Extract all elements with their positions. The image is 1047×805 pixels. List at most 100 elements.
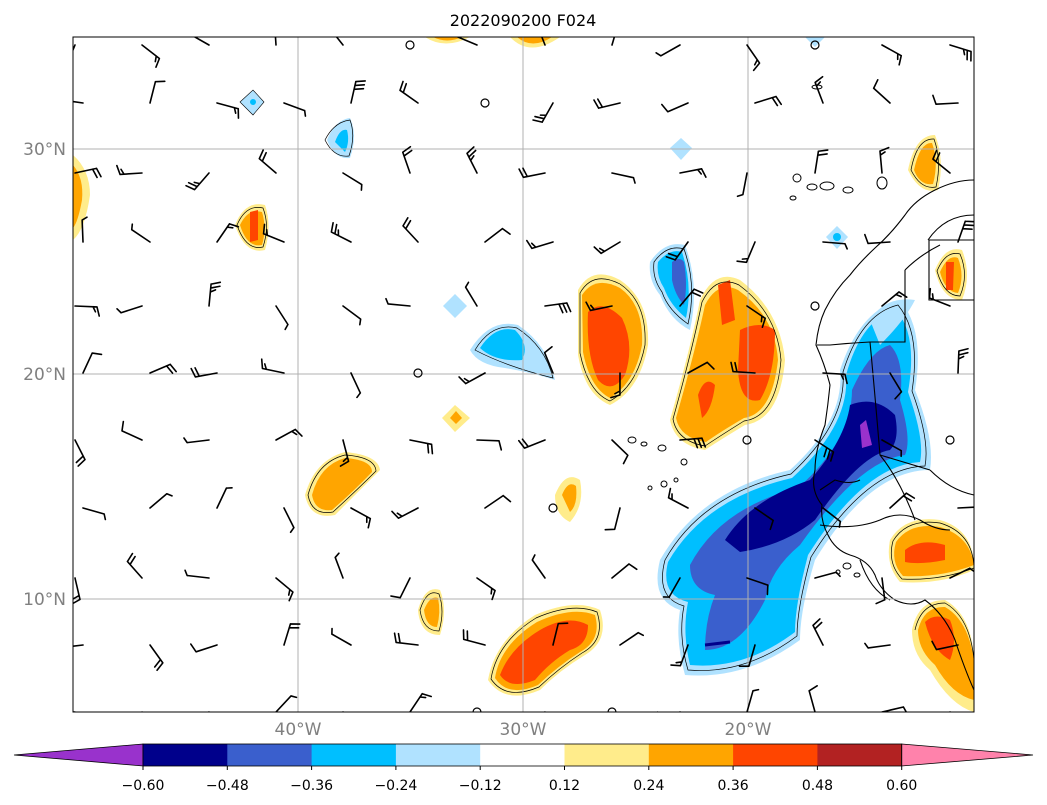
wind-barb (928, 287, 951, 307)
wind-barb (350, 372, 362, 399)
negative-anomaly-band (657, 300, 931, 676)
wind-barb (822, 507, 842, 528)
calm-marker (945, 435, 955, 445)
wind-barb (611, 37, 616, 46)
wind-barb (879, 146, 890, 174)
wind-barb (193, 37, 210, 46)
wind-barb (679, 437, 707, 449)
wind-barb (262, 223, 285, 243)
calm-marker (810, 40, 820, 50)
colorbar-label: 0.12 (549, 778, 580, 794)
wind-barb (610, 372, 621, 399)
wind-barb (655, 44, 681, 57)
wind-barb (484, 227, 511, 243)
wind-barb (183, 437, 210, 444)
wind-barb (342, 172, 363, 191)
wind-barb (864, 642, 891, 649)
colorbar-segment (311, 744, 397, 766)
wind-barb (283, 102, 307, 117)
wind-barb (812, 618, 824, 646)
wind-barb (808, 685, 818, 712)
wind-barb (957, 347, 969, 374)
colorbar-segment (648, 744, 734, 766)
positive-anomaly-patches (73, 37, 974, 712)
wind-barb (185, 172, 210, 191)
wind-barb (932, 149, 951, 174)
wind-barb (73, 711, 76, 712)
lat-label-10n: 10°N (23, 590, 66, 610)
wind-barb (216, 487, 233, 509)
wind-barb (466, 146, 478, 174)
wind-barb (736, 172, 748, 198)
lon-label-30w: 30°W (500, 720, 547, 740)
wind-barb (611, 439, 629, 465)
axis-labels: 30°N 20°N 10°N 40°W 30°W 20°W (23, 140, 772, 740)
wind-barb (121, 420, 143, 441)
wind-barb (74, 305, 101, 317)
wind-barb (283, 507, 295, 534)
wind-barb (611, 563, 638, 579)
wind-barb (409, 692, 432, 712)
wind-barb (350, 507, 372, 529)
calm-marker (607, 707, 617, 712)
wind-barb (957, 506, 974, 509)
figure-title: 2022090200 F024 (450, 11, 597, 30)
wind-barb (216, 223, 240, 243)
calm-marker (405, 40, 415, 50)
wind-barb (875, 577, 886, 605)
wind-barb (881, 44, 903, 66)
wind-barb (385, 297, 411, 307)
wind-barb (881, 291, 908, 307)
wind-barb (82, 507, 107, 521)
wind-barb (334, 552, 344, 579)
wind-barb (391, 507, 419, 519)
wind-barb (932, 94, 959, 106)
calm-marker (413, 368, 423, 378)
wind-barb (746, 305, 767, 329)
wind-barb (585, 301, 613, 312)
wind-barb (738, 644, 756, 667)
wind-barb (746, 688, 760, 712)
wind-barb (399, 80, 419, 104)
wind-barb (822, 241, 848, 250)
wind-barb (82, 352, 103, 374)
wind-barb (73, 44, 76, 52)
wind-barb (331, 627, 352, 646)
wind-barb (670, 644, 689, 667)
wind-barb (275, 577, 294, 602)
islands (627, 84, 888, 578)
wind-barb (949, 44, 972, 62)
colorbar: −0.60 −0.48 −0.36 −0.24 −0.12 0.12 0.24 0.36 0.4… (13, 743, 1034, 794)
wind-barb (679, 288, 704, 307)
wind-barb (754, 507, 774, 531)
calm-marker (472, 707, 482, 712)
contour-lines (236, 119, 974, 693)
wind-barb (458, 372, 486, 385)
wind-barb (476, 577, 496, 601)
wind-barb (730, 361, 756, 374)
wind-barb (814, 439, 835, 462)
wind-barb (814, 75, 824, 104)
map-panel (73, 37, 974, 712)
colorbar-label: −0.48 (206, 778, 249, 794)
colorbar-extend-low (13, 743, 144, 767)
wind-barb (335, 37, 344, 46)
colorbar-segment (395, 744, 481, 766)
wind-barb (754, 95, 782, 107)
wind-barb (74, 439, 86, 467)
calm-marker (742, 435, 752, 445)
wind-barb (73, 100, 84, 104)
colorbar-segment (733, 744, 818, 766)
wind-barb (149, 492, 173, 509)
wind-barb (814, 149, 829, 174)
wind-barb (543, 345, 554, 374)
colorbar-segment (817, 744, 903, 766)
wind-barb (81, 216, 88, 243)
wind-barb (541, 37, 546, 46)
wind-barb (260, 358, 285, 374)
wind-barb (889, 492, 916, 509)
wind-barb (409, 439, 434, 455)
wind-barb (881, 439, 903, 458)
wind-barb (687, 361, 715, 374)
wind-barb (184, 569, 210, 579)
